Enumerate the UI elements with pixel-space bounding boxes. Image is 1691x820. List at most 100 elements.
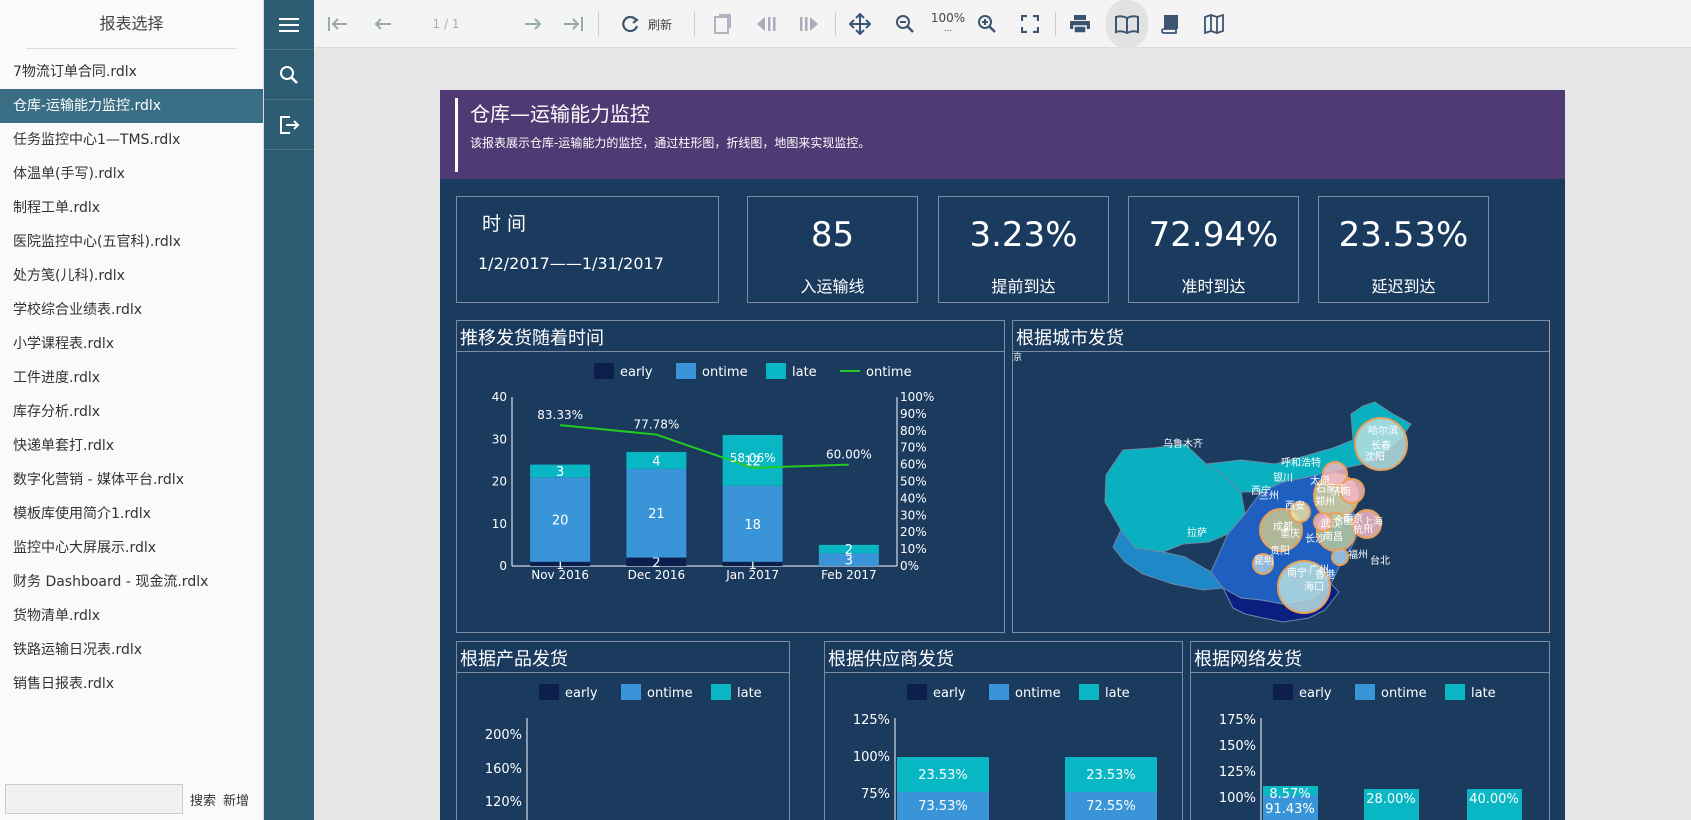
last-page-button[interactable] xyxy=(559,0,587,48)
y-tick-label: 30 xyxy=(492,432,507,446)
city-bubble[interactable] xyxy=(1252,553,1274,575)
legend-label: ontime xyxy=(647,686,693,701)
legend-label: ontime xyxy=(866,365,912,380)
arrow-left-icon xyxy=(374,18,391,30)
report-item[interactable]: 小学课程表.rdlx xyxy=(13,336,115,352)
first-page-icon xyxy=(328,17,347,31)
report-item[interactable]: 处方笺(儿科).rdlx xyxy=(13,268,125,284)
bar-ontime xyxy=(897,792,989,820)
city-label: 杭州 xyxy=(1353,523,1373,536)
legend-swatch xyxy=(1273,684,1293,700)
report-item[interactable]: 库存分析.rdlx xyxy=(13,404,101,420)
legend-item: late xyxy=(711,684,762,701)
report-item[interactable]: 体温单(手写).rdlx xyxy=(13,166,125,182)
book-view-button[interactable] xyxy=(1106,0,1148,48)
prev-page-button[interactable] xyxy=(369,0,397,48)
city-bubble[interactable] xyxy=(1277,560,1331,614)
report-item[interactable]: 任务监控中心1—TMS.rdlx xyxy=(13,132,181,148)
city-bubble[interactable] xyxy=(1322,461,1348,487)
legend-label: late xyxy=(792,365,817,380)
search-button[interactable]: 搜索 xyxy=(190,793,217,809)
report-item[interactable]: 监控中心大屏展示.rdlx xyxy=(13,540,157,556)
city-bubble[interactable] xyxy=(1313,512,1333,532)
menu-button[interactable] xyxy=(264,0,314,50)
city-bubble[interactable] xyxy=(1354,417,1408,471)
arrow-right-icon xyxy=(525,18,542,30)
y-tick-label: 120% xyxy=(485,795,522,810)
zoom-out-button[interactable] xyxy=(889,0,921,48)
y-tick-label: 0 xyxy=(499,559,507,573)
report-item[interactable]: 医院监控中心(五官科).rdlx xyxy=(13,234,181,250)
zoom-level[interactable]: 100%... xyxy=(928,0,968,48)
search-input[interactable] xyxy=(5,784,183,814)
search-nav-button[interactable] xyxy=(264,50,314,100)
single-page-view-button[interactable] xyxy=(1154,0,1186,48)
city-bubble[interactable] xyxy=(1352,509,1382,539)
y-tick-label: 100% xyxy=(853,750,890,765)
print-button[interactable] xyxy=(1064,0,1096,48)
zoom-in-button[interactable] xyxy=(971,0,1003,48)
panel-title: 根据产品发货 xyxy=(460,649,568,670)
city-label: 贵阳 xyxy=(1270,544,1290,557)
first-page-button[interactable] xyxy=(324,0,352,48)
export-button[interactable] xyxy=(706,0,738,48)
panel-title: 根据城市发货 xyxy=(1016,328,1124,349)
refresh-button[interactable]: 刷新 xyxy=(606,0,686,48)
bar-data-label: 72.55% xyxy=(1086,799,1136,814)
fullscreen-button[interactable] xyxy=(1014,0,1046,48)
legend-swatch xyxy=(676,363,696,379)
kpi-label: 提前到达 xyxy=(991,277,1056,296)
report-item[interactable]: 制程工单.rdlx xyxy=(13,200,101,216)
bar-ontime xyxy=(1065,792,1157,820)
pan-tool-button[interactable] xyxy=(844,0,876,48)
city-bubble[interactable] xyxy=(1289,501,1311,523)
bar-late xyxy=(626,451,687,469)
city-label: 银川 xyxy=(1273,471,1293,484)
new-button[interactable]: 新增 xyxy=(223,793,250,809)
skip-forward-icon xyxy=(800,17,818,31)
report-item[interactable]: 铁路运输日况表.rdlx xyxy=(13,642,143,658)
legend-swatch xyxy=(539,684,559,700)
city-label: 长春 xyxy=(1371,440,1391,452)
next-section-button[interactable] xyxy=(794,0,826,48)
export-nav-button[interactable] xyxy=(264,100,314,150)
toolbar-separator xyxy=(598,12,599,36)
report-item[interactable]: 销售日报表.rdlx xyxy=(13,676,115,692)
report-item[interactable]: 工件进度.rdlx xyxy=(13,370,101,386)
legend-swatch xyxy=(1079,684,1099,700)
bar-data-label: 23.53% xyxy=(1086,768,1136,783)
divider xyxy=(26,48,237,49)
bar-ontime xyxy=(530,477,591,562)
bar-late xyxy=(1065,757,1157,792)
bar-data-label: 4 xyxy=(652,454,660,469)
panel-divider xyxy=(1191,672,1549,673)
city-bubble[interactable] xyxy=(1339,478,1365,504)
city-bubble[interactable] xyxy=(1331,548,1349,566)
report-item[interactable]: 数字化营销 - 媒体平台.rdlx xyxy=(13,472,184,488)
report-item[interactable]: 货物清单.rdlx xyxy=(13,608,101,624)
y2-tick-label: 60% xyxy=(900,458,927,472)
legend-item: ontime xyxy=(621,684,693,701)
report-item[interactable]: 模板库使用简介1.rdlx xyxy=(13,506,151,522)
bar-late xyxy=(818,544,879,554)
report-item[interactable]: 财务 Dashboard - 现金流.rdlx xyxy=(13,574,209,590)
report-page: 仓库—运输能力监控 该报表展示仓库-运输能力的监控，通过柱形图，折线图，地图来实… xyxy=(440,90,1565,820)
legend-swatch xyxy=(1445,684,1465,700)
city-bubble[interactable] xyxy=(1259,508,1303,552)
map-view-button[interactable] xyxy=(1198,0,1230,48)
page-indicator[interactable]: 1 / 1 xyxy=(432,17,460,31)
prev-section-button[interactable] xyxy=(749,0,781,48)
legend-label: late xyxy=(1105,686,1130,701)
report-item[interactable]: 仓库-运输能力监控.rdlx xyxy=(0,89,263,123)
city-label: 拉萨 xyxy=(1187,526,1207,539)
time-chart: early ontime late ontime 0 10 20 30 40 0% 10% 20% 30… xyxy=(492,363,934,582)
hamburger-icon xyxy=(279,17,299,32)
report-list: 7物流订单合同.rdlx 仓库-运输能力监控.rdlx 任务监控中心1—TMS.rd… xyxy=(0,55,263,701)
city-label: 呼和浩特 xyxy=(1281,457,1321,469)
toolbar-separator xyxy=(835,12,836,36)
report-item[interactable]: 快递单套打.rdlx xyxy=(13,438,115,454)
network-chart: early ontime late 175% 150% 125% 100% 8.57%91.4… xyxy=(1219,684,1522,820)
next-page-button[interactable] xyxy=(519,0,547,48)
report-item[interactable]: 学校综合业绩表.rdlx xyxy=(13,302,143,318)
report-item[interactable]: 7物流订单合同.rdlx xyxy=(13,64,137,80)
